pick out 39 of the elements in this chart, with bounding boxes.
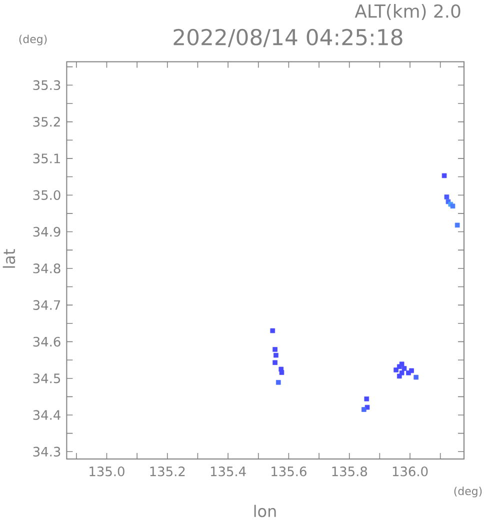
y-tick-label: 35.1 [33, 154, 60, 164]
chart-title: 2022/08/14 04:25:18 [174, 28, 402, 48]
x-tick-label: 136.0 [392, 466, 428, 476]
point [364, 396, 370, 402]
point [272, 347, 278, 352]
x-tick-label: 135.8 [332, 466, 368, 476]
point [272, 360, 278, 365]
y-tick-label: 34.3 [33, 446, 60, 457]
point [270, 328, 276, 334]
x-tick-label: 135.2 [150, 466, 185, 476]
text: (deg) [454, 486, 482, 498]
point [362, 407, 366, 412]
point [442, 173, 447, 178]
point [402, 366, 407, 371]
point [276, 380, 281, 385]
y-tick-label: 34.5 [33, 373, 60, 384]
y-axis-title: lat [2, 249, 16, 268]
point [274, 352, 278, 358]
point [399, 362, 404, 366]
y-tick-label: 34.9 [33, 226, 60, 237]
text: (deg) [19, 34, 47, 46]
y-tick-label: 35.2 [33, 116, 60, 127]
x-tick-label: 135.4 [210, 466, 246, 476]
point [444, 194, 450, 200]
point [409, 368, 414, 374]
x-tick-label: 135.6 [272, 466, 306, 476]
y-tick-label: 35.0 [33, 190, 60, 200]
text: ALT(km) 2.0 [354, 4, 460, 20]
x-tick-label: 135.0 [90, 466, 124, 476]
x-axis-title: lon [254, 504, 276, 518]
y-tick-label: 34.6 [33, 336, 60, 347]
y-tick-label: 34.4 [33, 410, 60, 420]
point [397, 374, 402, 379]
y-tick-label: 34.8 [33, 264, 60, 274]
y-tick-label: 34.7 [33, 300, 60, 310]
point [414, 374, 418, 380]
point [279, 370, 284, 375]
point [454, 222, 460, 228]
y-tick-label: 35.3 [33, 80, 60, 90]
